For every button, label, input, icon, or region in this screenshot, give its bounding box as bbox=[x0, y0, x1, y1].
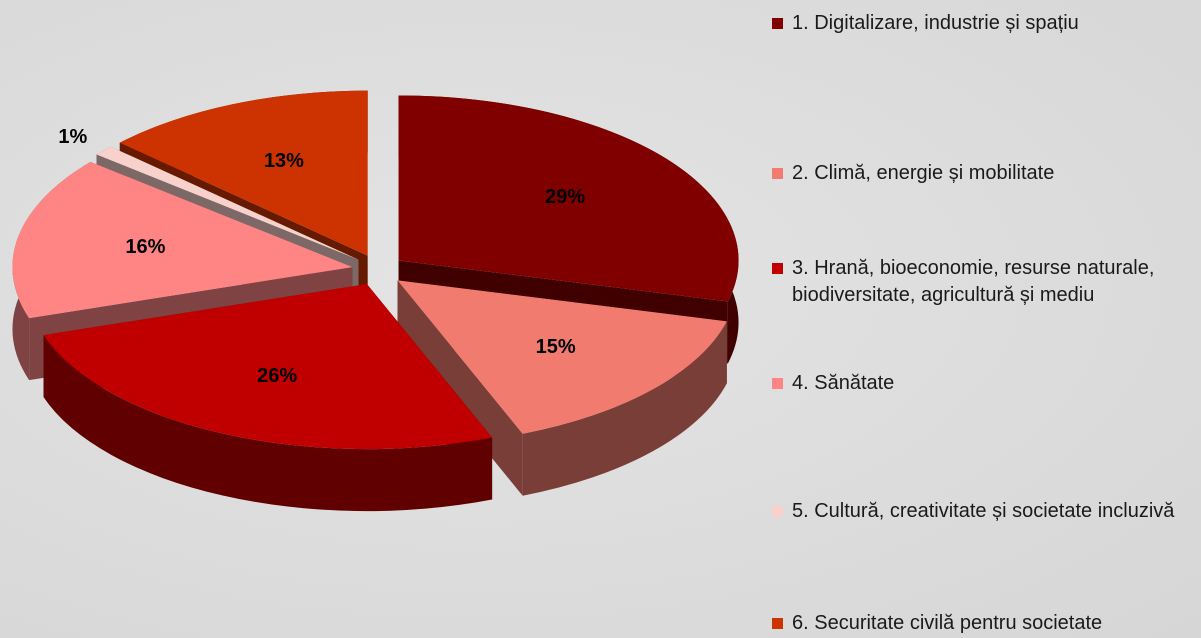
legend-label: 5. Cultură, creativitate și societate in… bbox=[792, 500, 1175, 522]
legend-label: 2. Climă, energie și mobilitate bbox=[792, 162, 1055, 184]
legend-swatch bbox=[772, 506, 783, 517]
legend-label: 3. Hrană, bioeconomie, resurse naturale,… bbox=[792, 257, 1155, 306]
slice-side bbox=[522, 321, 727, 496]
data-label: 16% bbox=[125, 236, 165, 258]
slice bbox=[397, 280, 727, 434]
legend-label: 1. Digitalizare, industrie și spațiu bbox=[792, 12, 1079, 34]
slice bbox=[398, 95, 739, 302]
legend-entry: 5. Cultură, creativitate și societate in… bbox=[770, 498, 1200, 525]
legend-entry: 3. Hrană, bioeconomie, resurse naturale,… bbox=[770, 255, 1200, 309]
data-label: 1% bbox=[58, 126, 87, 148]
legend-swatch bbox=[772, 263, 783, 274]
data-label: 13% bbox=[264, 150, 304, 172]
legend-entry: 6. Securitate civilă pentru societate bbox=[770, 610, 1200, 637]
legend-entry: 2. Climă, energie și mobilitate bbox=[770, 160, 1200, 187]
data-label: 29% bbox=[545, 186, 585, 208]
legend-swatch bbox=[772, 378, 783, 389]
legend-label: 4. Sănătate bbox=[792, 372, 895, 394]
legend-label: 6. Securitate civilă pentru societate bbox=[792, 612, 1103, 634]
legend-entry: 1. Digitalizare, industrie și spațiu bbox=[770, 10, 1200, 37]
data-label: 15% bbox=[536, 336, 576, 358]
data-label: 26% bbox=[257, 365, 297, 387]
slice-side bbox=[43, 335, 493, 512]
pie-area: 29% 15% 26% 16% 1% 13% bbox=[12, 90, 739, 512]
legend-entry: 4. Sănătate bbox=[770, 370, 1200, 397]
legend-swatch bbox=[772, 18, 783, 29]
slice bbox=[119, 90, 368, 256]
slice bbox=[96, 146, 359, 260]
legend-swatch bbox=[772, 168, 783, 179]
slice bbox=[43, 284, 493, 450]
legend: 1. Digitalizare, industrie și spațiu 2. C… bbox=[770, 0, 1200, 638]
legend-swatch bbox=[772, 618, 783, 629]
slice bbox=[12, 161, 353, 319]
